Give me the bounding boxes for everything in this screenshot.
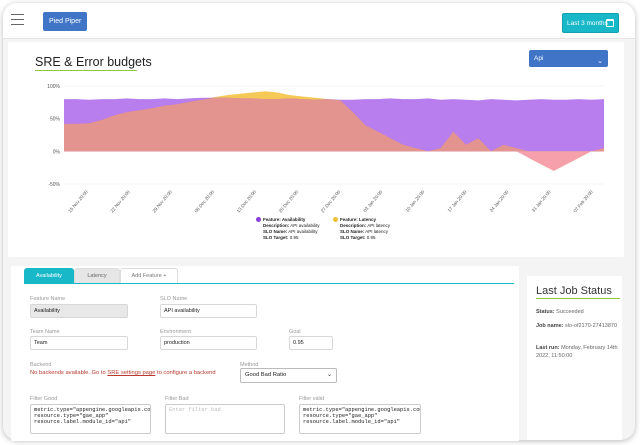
job-title-underline (536, 298, 620, 299)
y-tick-label: 100% (47, 84, 60, 90)
job-status-title: Last Job Status (536, 285, 612, 297)
title-underline (35, 70, 137, 71)
team-name-label: Team Name (30, 329, 60, 335)
job-last-run-line: Last run: Monday, February 14th 2022, 11… (536, 344, 618, 360)
filter-valid-textarea[interactable]: metric.type="appengine.googleapis.com/ht… (299, 404, 421, 434)
api-select[interactable]: Api ⌄ (529, 50, 608, 67)
x-tick-label: 29 Nov 20:00 (152, 189, 174, 213)
y-tick-label: 50% (50, 117, 61, 123)
series-negative-area (64, 151, 604, 171)
legend-availability: Feature: Availability Description: API a… (256, 217, 320, 241)
job-status-label: Status: (536, 309, 555, 315)
no-backend-text: No backends available. Go to (30, 370, 108, 376)
tab-availability[interactable]: Availability (24, 268, 74, 283)
x-tick-label: 03 Jan 20:00 (362, 189, 383, 213)
no-backend-message: No backends available. Go to SRE setting… (30, 370, 216, 376)
legend-slo-name-label: SLO Name: (263, 229, 288, 234)
job-name-label: Job name: (536, 323, 564, 329)
legend-slo-target-label: SLO Target: (263, 235, 289, 240)
error-budget-chart: 100% 50% 0% -50% 15 Nov 20:00 22 Nov 20:00 29 … (47, 84, 604, 214)
slo-name-field[interactable]: API availability (160, 304, 257, 318)
legend-desc-label: Description: (340, 223, 367, 228)
legend-latency: Feature: Latency Description: API latenc… (333, 217, 391, 241)
method-value: Good Bad Ratio (245, 372, 287, 378)
x-tick-label: 24 Jan 20:00 (489, 189, 510, 213)
filter-good-textarea[interactable]: metric.type="appengine.googleapis.com/ht… (30, 404, 151, 434)
filter-bad-label: Filter Bad (165, 396, 189, 402)
filter-good-label: Filter Good (30, 396, 58, 402)
goal-field[interactable]: 0.95 (289, 336, 333, 350)
backend-label: Backend (30, 362, 52, 368)
legend-target-latency: 0.95 (366, 235, 376, 240)
x-tick-label: 27 Dec 20:00 (320, 189, 342, 213)
x-tick-label: 07 Feb 20:00 (573, 189, 595, 213)
feature-name-field[interactable]: Availability (30, 304, 128, 318)
legend-title-latency: Feature: Latency (340, 217, 377, 222)
job-name-value: slo-of2170-27413870 (565, 323, 618, 329)
x-tick-label: 15 Nov 20:00 (67, 189, 89, 213)
job-status-line: Status: Succeeded (536, 308, 618, 316)
hamburger-menu-icon[interactable] (11, 14, 24, 26)
x-tick-label: 17 Jan 20:00 (447, 189, 468, 213)
x-tick-label: 22 Nov 20:00 (109, 189, 131, 213)
y-tick-label: -50% (48, 182, 60, 188)
legend-desc-availability: API availability (290, 223, 320, 228)
goal-label: Goal (289, 329, 301, 335)
date-range-label: Last 3 months (567, 20, 608, 27)
team-name-field[interactable]: Team (30, 336, 128, 350)
no-backend-text-end: to configure a backend (155, 370, 216, 376)
sre-settings-link[interactable]: SRE settings page (107, 370, 156, 376)
legend-dot-availability (256, 217, 261, 222)
chevron-down-icon: ⌄ (326, 372, 332, 378)
x-tick-label: 10 Jan 20:00 (405, 189, 426, 213)
last-job-status-card: Last Job Status Status: Succeeded Job na… (527, 276, 622, 440)
feature-name-label: Feature Name (30, 296, 66, 302)
legend-target-availability: 0.95 (289, 235, 299, 240)
series-overlap-area (64, 97, 604, 152)
filter-valid-label: Filter valid (299, 396, 325, 402)
job-status-value: Succeeded (556, 309, 584, 315)
api-select-value: Api (534, 55, 544, 62)
legend-slo-target-label: SLO Target: (340, 235, 366, 240)
date-range-button[interactable]: Last 3 months (562, 13, 619, 33)
chart-title: SRE & Error budgets (35, 55, 152, 69)
x-tick-label: 20 Dec 20:00 (278, 189, 300, 213)
y-tick-label: 0% (53, 149, 61, 155)
slo-name-label: SLO Name (160, 296, 188, 302)
environment-label: Environment (160, 329, 191, 335)
legend-dot-latency (333, 217, 338, 222)
filter-bad-textarea[interactable]: Enter filter bad (165, 404, 285, 434)
brand-button[interactable]: Pied Piper (43, 12, 88, 31)
tab-underline (24, 283, 514, 284)
legend-slo-availability: API availability (288, 229, 318, 234)
method-select[interactable]: Good Bad Ratio ⌄ (240, 368, 337, 383)
job-name-line: Job name: slo-of2170-27413870 (536, 322, 618, 330)
legend-slo-name-label: SLO Name: (340, 229, 365, 234)
x-tick-label: 06 Dec 20:00 (194, 189, 216, 213)
job-last-run-label: Last run: (536, 345, 560, 351)
tab-latency[interactable]: Latency (74, 268, 120, 283)
environment-field[interactable]: production (160, 336, 257, 350)
x-tick-label: 13 Dec 20:00 (236, 189, 258, 213)
method-label: Method (240, 362, 259, 368)
budget-chart-card: SRE & Error budgets Api ⌄ 100% 50% 0% -50% 1… (8, 42, 624, 257)
legend-title-availability: Feature: Availability (263, 217, 306, 222)
legend-desc-label: Description: (263, 223, 290, 228)
calendar-icon (606, 19, 614, 27)
x-tick-label: 31 Jan 20:00 (531, 189, 552, 213)
job-last-run-value: Monday, February 14th 2022, 11:50:00 (536, 345, 618, 359)
legend-slo-latency: API latency (365, 229, 389, 234)
top-bar: Pied Piper Last 3 months (3, 3, 635, 39)
legend-desc-latency: API latency (367, 223, 391, 228)
chevron-down-icon: ⌄ (597, 58, 603, 65)
tab-add-feature[interactable]: Add Feature + (120, 268, 178, 283)
